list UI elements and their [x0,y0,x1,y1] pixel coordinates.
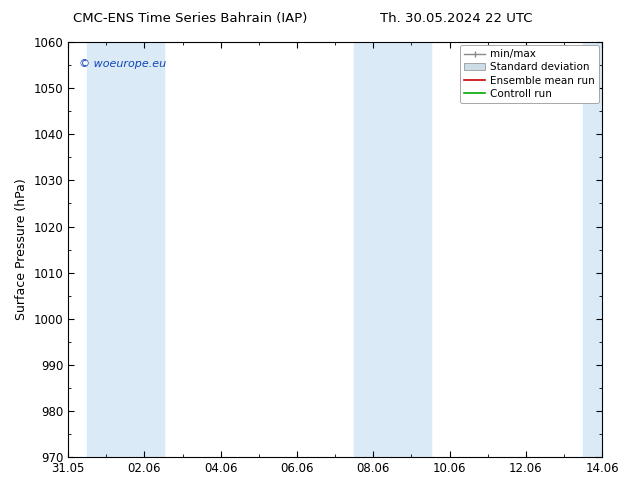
Text: Th. 30.05.2024 22 UTC: Th. 30.05.2024 22 UTC [380,12,533,25]
Bar [354,42,430,457]
Legend: min/max, Standard deviation, Ensemble mean run, Controll run: min/max, Standard deviation, Ensemble me… [460,45,599,103]
Y-axis label: Surface Pressure (hPa): Surface Pressure (hPa) [15,179,28,320]
Bar [583,42,602,457]
Text: © woeurope.eu: © woeurope.eu [79,59,166,69]
Text: CMC-ENS Time Series Bahrain (IAP): CMC-ENS Time Series Bahrain (IAP) [73,12,307,25]
Bar [87,42,164,457]
